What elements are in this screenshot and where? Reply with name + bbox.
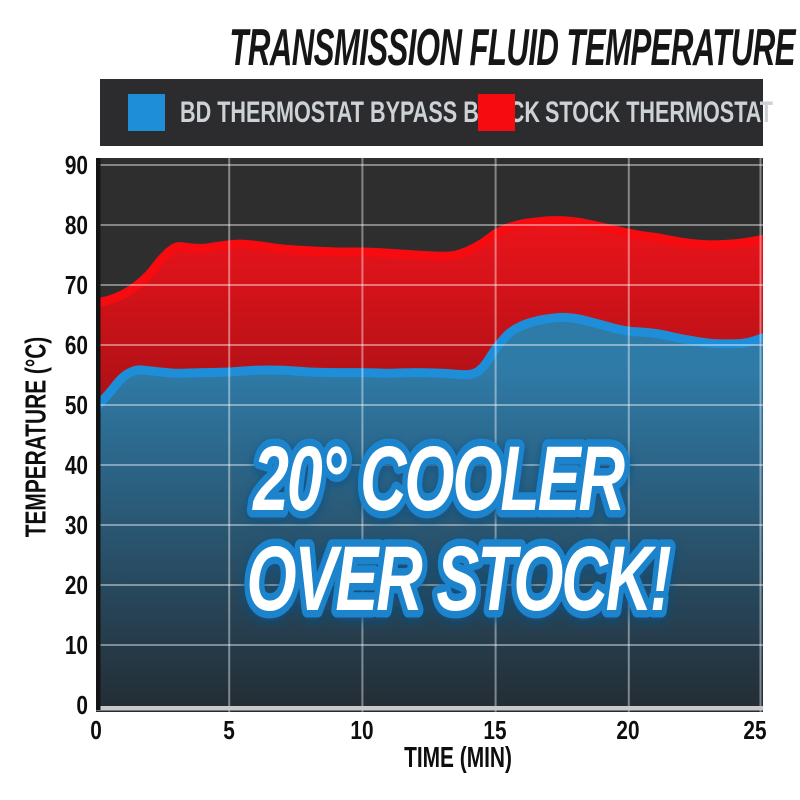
ytick-50: 50 [64,390,88,420]
xtick-15: 15 [483,715,507,745]
stock-thermostat-line [96,216,763,308]
ytick-60: 60 [64,330,88,360]
ytick-10: 10 [64,630,88,660]
ytick-80: 80 [64,210,88,240]
bd-bypass-line [96,312,763,413]
ytick-70: 70 [64,270,88,300]
xtick-5: 5 [223,715,235,745]
annotation: 20° COOLER OVER STOCK! [240,420,679,636]
y-axis-title: TEMPERATURE (°C) [20,336,53,538]
x-axis-title: TIME (MIN) [404,742,512,774]
ytick-40: 40 [64,450,88,480]
legend-label-stock: STOCK THERMOSTAT [545,96,773,129]
xtick-25: 25 [743,715,767,745]
gridlines [96,158,763,712]
ytick-0: 0 [76,690,88,720]
annotation-line-1: 20° COOLER [252,427,625,530]
y-axis-line [96,158,101,710]
xtick-0: 0 [90,715,102,745]
legend-bar: BD THERMOSTAT BYPASS BLOCK STOCK THERMOS… [100,79,773,146]
ytick-30: 30 [64,510,88,540]
xtick-20: 20 [616,715,640,745]
plot-area: 20° COOLER OVER STOCK! [96,158,763,712]
legend-swatch-bd-blue [128,94,165,131]
xtick-10: 10 [350,715,374,745]
legend-swatch-stock-red [478,94,515,131]
chart-title: TRANSMISSION FLUID TEMPERATURE [229,19,795,77]
bd-bypass-area [96,317,763,712]
ytick-20: 20 [64,570,88,600]
annotation-line-2: OVER STOCK! [247,527,672,630]
ytick-90: 90 [64,150,88,180]
x-axis-baseline [96,706,763,711]
